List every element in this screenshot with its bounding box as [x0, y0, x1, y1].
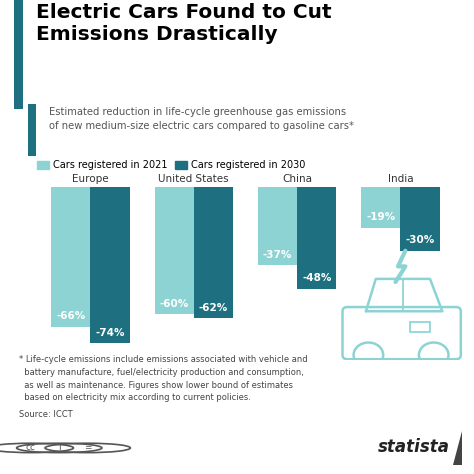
Bar [14, 0, 23, 109]
Text: United States: United States [158, 174, 229, 184]
Text: Electric Cars Found to Cut
Emissions Drastically: Electric Cars Found to Cut Emissions Dra… [36, 3, 331, 44]
Bar [258, 188, 297, 265]
Text: -74%: -74% [95, 328, 125, 338]
Bar [194, 188, 233, 318]
Text: Europe: Europe [72, 174, 109, 184]
Bar [297, 188, 337, 289]
Text: -48%: -48% [302, 273, 331, 283]
Bar [401, 188, 440, 251]
Text: -37%: -37% [263, 250, 292, 260]
Text: =: = [84, 444, 91, 452]
Bar [28, 104, 36, 156]
Text: * Life-cycle emissions include emissions associated with vehicle and
  battery m: * Life-cycle emissions include emissions… [19, 356, 308, 402]
Bar [155, 188, 194, 314]
Bar [51, 188, 91, 327]
Bar [361, 188, 401, 228]
Legend: Cars registered in 2021, Cars registered in 2030: Cars registered in 2021, Cars registered… [33, 156, 309, 174]
Polygon shape [453, 431, 462, 465]
Text: -60%: -60% [160, 299, 189, 309]
Bar [410, 322, 430, 332]
Text: -62%: -62% [199, 303, 228, 313]
Text: Estimated reduction in life-cycle greenhouse gas emissions
of new medium-size el: Estimated reduction in life-cycle greenh… [49, 107, 354, 131]
Text: Source: ICCT: Source: ICCT [19, 410, 73, 419]
Text: cc: cc [26, 444, 36, 452]
Text: i: i [58, 444, 61, 452]
Bar [91, 188, 130, 343]
Text: India: India [388, 174, 413, 184]
Text: -66%: -66% [56, 311, 85, 321]
Text: -30%: -30% [405, 236, 435, 246]
Text: China: China [282, 174, 312, 184]
Text: statista: statista [378, 438, 450, 456]
Text: -19%: -19% [366, 212, 395, 222]
